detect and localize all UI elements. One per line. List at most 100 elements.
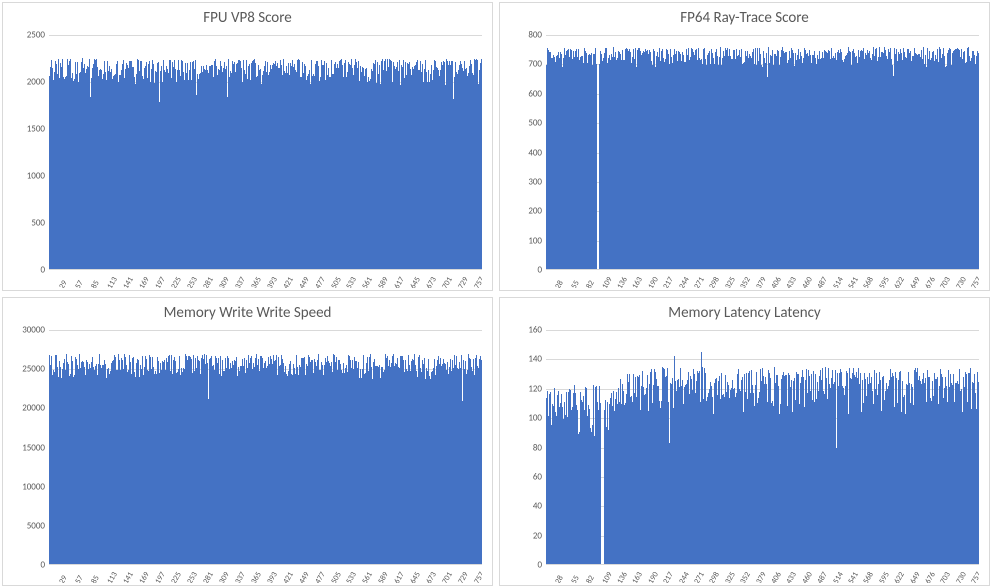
x-tick-label: 393: [265, 570, 280, 583]
bars-container: [49, 330, 482, 565]
x-tick-label: 57: [73, 574, 86, 583]
y-axis: 05001000150020002500: [9, 35, 49, 270]
bars-container: [49, 35, 482, 270]
x-tick-label: 352: [738, 275, 753, 288]
y-axis: 020406080100120140160: [506, 330, 546, 565]
y-tick-label: 700: [528, 59, 542, 70]
x-tick-label: 541: [846, 570, 861, 583]
x-tick-label: 757: [472, 570, 482, 583]
x-tick-label: 337: [233, 275, 248, 288]
y-tick-label: 100: [528, 235, 542, 246]
x-tick-label: 449: [297, 570, 312, 583]
x-tick-label: 673: [424, 275, 439, 288]
y-tick-label: 20000: [22, 403, 45, 414]
x-tick-label: 433: [785, 275, 800, 288]
chart-title: Memory Latency Latency: [500, 298, 989, 326]
bars-container: [546, 330, 979, 565]
x-axis: 1295785113141169197225253281309337365393…: [49, 270, 482, 288]
x-tick-label: 309: [217, 570, 232, 583]
y-tick-label: 120: [528, 383, 542, 394]
x-tick-label: 703: [939, 570, 954, 583]
y-tick-label: 5000: [27, 520, 45, 531]
x-tick-label: 622: [892, 275, 907, 288]
x-tick-label: 617: [392, 570, 407, 583]
x-tick-label: 379: [754, 275, 769, 288]
x-tick-label: 460: [800, 275, 815, 288]
x-tick-label: 514: [831, 570, 846, 583]
chart-title: FP64 Ray-Trace Score: [500, 3, 989, 31]
x-tick-label: 136: [615, 275, 630, 288]
x-tick-label: 1: [49, 282, 52, 288]
x-tick-label: 1: [546, 282, 549, 288]
x-tick-label: 271: [692, 570, 707, 583]
chart-title: Memory Write Write Speed: [3, 298, 492, 326]
x-tick-label: 449: [297, 275, 312, 288]
x-axis: 1295785113141169197225253281309337365393…: [49, 565, 482, 583]
x-tick-label: 244: [677, 275, 692, 288]
y-tick-label: 100: [528, 413, 542, 424]
plot-area: 0500100015002000250012957851131411691972…: [9, 35, 482, 288]
x-tick-label: 487: [815, 275, 830, 288]
x-tick-label: 433: [785, 570, 800, 583]
panel-fpu-vp8: FPU VP8 Score 05001000150020002500 1 29578…: [2, 2, 493, 291]
x-tick-label: 141: [121, 275, 136, 288]
plot-area: 0500010000150002000025000300001295785113…: [9, 330, 482, 583]
y-tick-label: 160: [528, 325, 542, 336]
y-tick-label: 15000: [22, 442, 45, 453]
x-tick-label: 57: [73, 279, 86, 288]
x-tick-label: 365: [249, 570, 264, 583]
x-tick-label: 28: [553, 279, 566, 288]
x-tick-label: 136: [615, 570, 630, 583]
x-tick-label: 29: [57, 279, 70, 288]
chart-title: FPU VP8 Score: [3, 3, 492, 31]
x-tick-label: 337: [233, 570, 248, 583]
x-tick-label: 217: [661, 570, 676, 583]
y-tick-label: 2500: [27, 30, 45, 41]
x-tick-label: 253: [185, 275, 200, 288]
x-tick-label: 421: [281, 570, 296, 583]
x-tick-label: 533: [345, 275, 360, 288]
x-tick-label: 379: [754, 570, 769, 583]
x-tick-label: 730: [954, 570, 969, 583]
x-tick-label: 163: [630, 570, 645, 583]
x-tick-label: 533: [345, 570, 360, 583]
x-tick-label: 55: [569, 279, 582, 288]
x-tick-label: 271: [692, 275, 707, 288]
y-tick-label: 20: [533, 530, 542, 541]
x-tick-label: 568: [862, 570, 877, 583]
x-tick-label: 85: [89, 279, 102, 288]
y-tick-label: 40: [533, 501, 542, 512]
x-tick-label: 28: [553, 574, 566, 583]
x-tick-label: 244: [677, 570, 692, 583]
y-tick-label: 30000: [22, 325, 45, 336]
y-tick-label: 800: [528, 30, 542, 41]
x-tick-label: 673: [424, 570, 439, 583]
y-tick-label: 1500: [27, 124, 45, 135]
y-tick-label: 60: [533, 471, 542, 482]
x-tick-label: 309: [217, 275, 232, 288]
y-tick-label: 300: [528, 176, 542, 187]
y-tick-label: 500: [31, 218, 45, 229]
x-tick-label: 298: [707, 570, 722, 583]
x-tick-label: 645: [408, 275, 423, 288]
y-tick-label: 0: [537, 265, 542, 276]
x-tick-label: 253: [185, 570, 200, 583]
x-tick-label: 617: [392, 275, 407, 288]
x-axis: 1285582109136163190217244271298325352379…: [546, 270, 979, 288]
x-tick-label: 82: [584, 279, 597, 288]
y-axis: 0100200300400500600700800: [506, 35, 546, 270]
x-tick-label: 1: [546, 577, 549, 583]
y-axis: 050001000015000200002500030000: [9, 330, 49, 565]
x-tick-label: 514: [831, 275, 846, 288]
x-tick-label: 365: [249, 275, 264, 288]
x-tick-label: 393: [265, 275, 280, 288]
x-tick-label: 109: [600, 570, 615, 583]
x-tick-label: 730: [954, 275, 969, 288]
y-tick-label: 0: [40, 560, 45, 571]
x-tick-label: 561: [361, 570, 376, 583]
x-tick-label: 281: [201, 275, 216, 288]
x-tick-label: 225: [169, 570, 184, 583]
x-tick-label: 477: [313, 275, 328, 288]
y-tick-label: 0: [40, 265, 45, 276]
x-tick-label: 29: [57, 574, 70, 583]
